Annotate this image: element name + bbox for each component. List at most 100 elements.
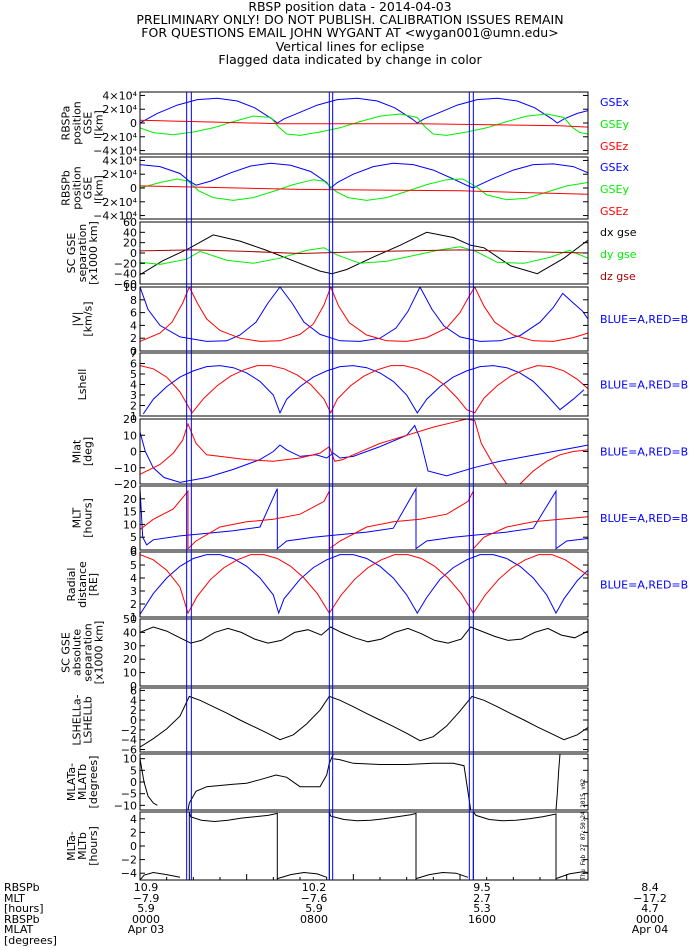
y-tick-label: −40	[114, 268, 137, 281]
annotation-label: MLAT	[4, 923, 34, 937]
y-tick-label: 10	[123, 667, 137, 680]
time-column: 10.9 −7.9 5.9 0000 Apr 03	[116, 882, 176, 936]
y-tick-label: −2×10⁴	[93, 131, 137, 144]
panel-frame	[139, 551, 589, 618]
y-axis-label-line: absolute	[71, 629, 84, 677]
time-value: 0800	[300, 912, 328, 926]
legend-entry: GSEy	[600, 183, 629, 196]
series-line	[188, 812, 278, 880]
y-axis-label-line: position	[71, 166, 84, 210]
y-tick-label: 2	[130, 400, 137, 413]
y-axis-label-line: LSHELLb	[82, 696, 95, 744]
time-column: 10.2 −7.6 5.9 0800	[284, 882, 344, 936]
y-axis-label-line: RBSPa	[60, 106, 73, 141]
rbspa-mlt-value: 4.7	[641, 902, 659, 916]
y-tick-label: 6	[130, 358, 137, 371]
y-tick-label: −4×10⁴	[93, 145, 137, 158]
plot-header: RBSP position data - 2014-04-03 PRELIMIN…	[0, 0, 700, 66]
series-line	[140, 97, 588, 124]
rbspb-mlat-value: −7.9	[132, 891, 160, 905]
panel-frame	[139, 753, 589, 811]
y-tick-label: 1	[130, 410, 137, 423]
rbspb-mlat-value: −17.2	[633, 891, 667, 905]
y-tick-label: 50	[123, 613, 137, 626]
y-tick-label: 7	[130, 347, 137, 360]
plot-title: RBSP position data - 2014-04-03	[248, 0, 452, 14]
y-tick-label: 6	[130, 684, 137, 697]
series-line	[555, 754, 561, 810]
contact-line: FOR QUESTIONS EMAIL JOHN WYGANT AT <wyga…	[141, 25, 559, 41]
y-tick-label: 0	[130, 544, 137, 557]
y-axis-label-line: [deg]	[82, 437, 95, 466]
y-tick-label: −2	[121, 724, 137, 737]
eclipse-note: Vertical lines for eclipse	[275, 38, 425, 54]
y-tick-label: 8	[130, 294, 137, 307]
y-axis-label-line: MLTa-	[65, 831, 78, 861]
y-tick-label: 0	[130, 840, 137, 853]
annotation-label: [degrees]	[4, 933, 57, 947]
y-tick-label: 10	[123, 518, 137, 531]
series-line	[140, 758, 158, 806]
time-value: 1600	[468, 912, 496, 926]
y-tick-label: 2	[130, 598, 137, 611]
series-line	[140, 695, 588, 748]
series-line	[277, 871, 327, 880]
panel-frame	[139, 286, 589, 352]
y-tick-label: −10	[114, 462, 137, 475]
rbspa-mlt-value: 5.9	[305, 902, 323, 916]
legend-entry: dz gse	[600, 270, 636, 283]
series-line	[140, 287, 588, 342]
panel-frame	[139, 618, 589, 687]
y-tick-label: −6	[121, 744, 137, 757]
y-tick-label: 60	[123, 216, 137, 229]
y-tick-label: −4	[121, 867, 137, 880]
panel-frame	[139, 91, 589, 155]
y-axis-label-line: separation	[82, 623, 95, 682]
y-tick-label: 4×10⁴	[102, 154, 137, 167]
legend-entry: GSEz	[600, 140, 628, 153]
panel-mlt-diff: 420−2−4 MLTa-MLTb[hours]	[65, 811, 589, 881]
y-tick-label: −60	[114, 278, 137, 291]
legend-entry: BLUE=A,RED=B	[600, 512, 688, 525]
rbspb-mlat-value: 2.7	[473, 891, 491, 905]
legend-entry: GSEy	[600, 118, 629, 131]
y-tick-label: 1	[130, 611, 137, 624]
y-axis-label-line: MLT	[71, 507, 84, 528]
y-axis-label-line: MLATb	[76, 764, 89, 800]
y-tick-label: 6	[130, 307, 137, 320]
panel-frame	[139, 156, 589, 220]
series-line	[328, 812, 417, 880]
y-axis-label-line: [km]	[93, 175, 106, 201]
series-line	[140, 365, 588, 415]
rbspa-mlt-value: 5.3	[473, 902, 491, 916]
y-tick-label: 30	[123, 640, 137, 653]
y-axis-label-line: Radial	[65, 568, 78, 602]
legend-entry: BLUE=A,RED=B	[600, 579, 688, 592]
y-tick-label: 0	[130, 680, 137, 693]
y-axis-label-line: [km/s]	[82, 301, 95, 336]
y-tick-label: 0	[130, 776, 137, 789]
y-axis-label-line: RBSPb	[60, 170, 73, 206]
panel-frame	[139, 221, 589, 285]
series-line	[140, 554, 588, 615]
y-tick-label: −20	[114, 257, 137, 270]
y-axis-label-line: [hours]	[87, 826, 100, 866]
annotation-label: MLT	[4, 891, 25, 905]
y-tick-label: 2×10⁴	[102, 168, 137, 181]
y-tick-label: 6	[130, 546, 137, 559]
series-line	[140, 486, 588, 550]
y-tick-label: 4	[130, 319, 137, 332]
y-tick-label: 4	[130, 572, 137, 585]
rbspa-mlt-value: 5.9	[137, 902, 155, 916]
y-tick-label: 10	[123, 281, 137, 294]
series-line	[140, 287, 588, 342]
y-tick-label: 4	[130, 379, 137, 392]
y-axis-label-line: [degrees]	[87, 756, 100, 809]
